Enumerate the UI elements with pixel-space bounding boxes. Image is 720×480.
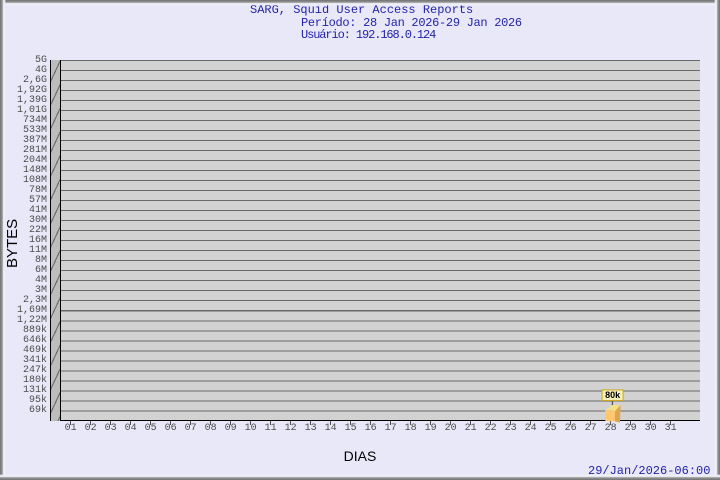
- svg-text:80k: 80k: [605, 390, 621, 400]
